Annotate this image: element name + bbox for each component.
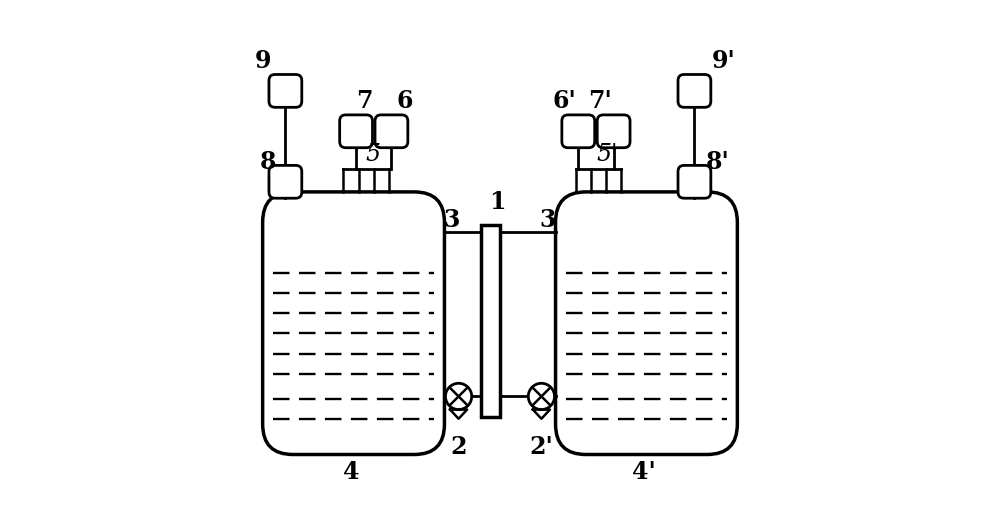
Bar <box>481 225 500 417</box>
Text: 3: 3 <box>444 208 460 232</box>
Text: 3: 3 <box>540 208 556 232</box>
FancyBboxPatch shape <box>556 192 737 454</box>
Text: 6': 6' <box>553 89 577 113</box>
Text: 7: 7 <box>356 89 373 113</box>
FancyBboxPatch shape <box>263 192 444 454</box>
Text: 1: 1 <box>489 190 506 214</box>
Text: 4: 4 <box>343 460 359 484</box>
Text: 9': 9' <box>711 48 735 73</box>
FancyBboxPatch shape <box>375 115 408 147</box>
FancyBboxPatch shape <box>269 74 302 108</box>
Text: 2': 2' <box>530 435 553 459</box>
FancyBboxPatch shape <box>678 165 711 198</box>
FancyBboxPatch shape <box>678 74 711 108</box>
Text: 5: 5 <box>365 142 380 166</box>
Text: 8: 8 <box>259 149 276 174</box>
FancyBboxPatch shape <box>340 115 372 147</box>
Text: 9: 9 <box>254 48 271 73</box>
Text: 8': 8' <box>705 149 729 174</box>
Text: 6: 6 <box>397 89 413 113</box>
Text: 5': 5' <box>596 142 618 166</box>
Circle shape <box>445 383 472 410</box>
Text: 4': 4' <box>632 460 656 484</box>
Text: 7': 7' <box>588 89 612 113</box>
FancyBboxPatch shape <box>562 115 595 147</box>
Text: 2: 2 <box>450 435 467 459</box>
Circle shape <box>528 383 555 410</box>
FancyBboxPatch shape <box>597 115 630 147</box>
FancyBboxPatch shape <box>269 165 302 198</box>
